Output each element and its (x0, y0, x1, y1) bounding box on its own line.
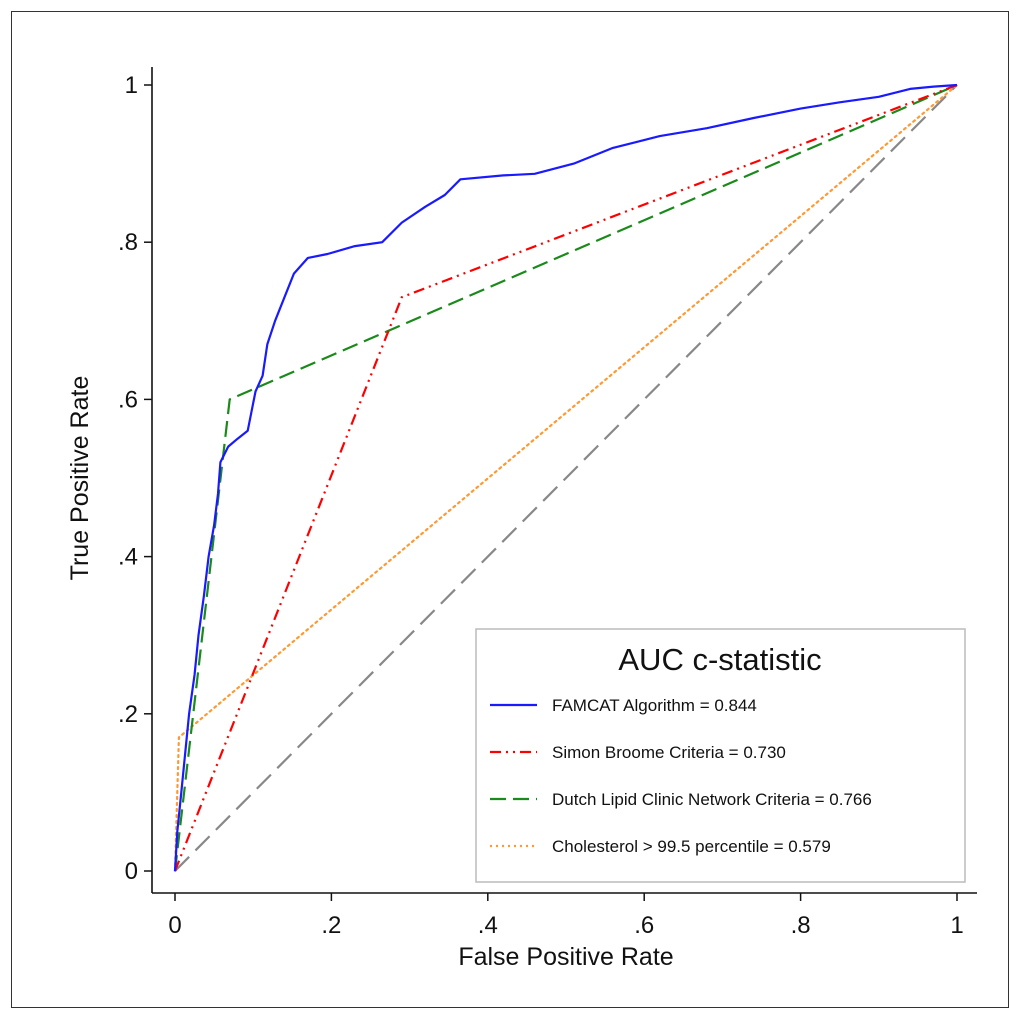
y-tick-label: 1 (125, 72, 138, 99)
x-tick-label: .4 (478, 912, 498, 939)
tick-marks: 0 .2 .4 .6 .8 1 0 .2 .4 .6 .8 1 (118, 72, 964, 939)
legend-title: AUC c-statistic (618, 642, 821, 677)
series-line-2 (173, 83, 958, 872)
legend-label: Cholesterol > 99.5 percentile = 0.579 (552, 837, 831, 856)
legend-label: FAMCAT Algorithm = 0.844 (552, 696, 757, 715)
y-tick-label: .4 (118, 544, 138, 571)
y-axis-title: True Positive Rate (66, 376, 94, 581)
chart-figure: 0 .2 .4 .6 .8 1 0 .2 .4 .6 .8 1 False Positive Rate… (11, 11, 1009, 1008)
legend: AUC c-statistic FAMCAT Algorithm = 0.844… (475, 628, 966, 883)
x-axis-title: False Positive Rate (458, 943, 673, 971)
series-line-3 (173, 83, 959, 873)
legend-box (475, 628, 966, 883)
y-tick-label: .8 (118, 229, 138, 256)
roc-chart: 0 .2 .4 .6 .8 1 0 .2 .4 .6 .8 1 False Positive Rate… (66, 67, 977, 971)
series-line-1 (173, 83, 958, 872)
legend-items: FAMCAT Algorithm = 0.844 Simon Broome Cri… (490, 696, 872, 856)
legend-label: Dutch Lipid Clinic Network Criteria = 0.… (552, 790, 872, 809)
series-line-4 (174, 84, 958, 872)
x-tick-label: .8 (791, 912, 811, 939)
legend-label: Simon Broome Criteria = 0.730 (552, 743, 786, 762)
x-tick-label: .6 (634, 912, 654, 939)
y-tick-label: .6 (118, 386, 138, 413)
x-tick-label: .2 (321, 912, 341, 939)
x-tick-label: 1 (950, 912, 963, 939)
axes (151, 67, 977, 894)
x-tick-label: 0 (168, 912, 181, 939)
y-tick-label: .2 (118, 701, 138, 728)
series-line-0 (173, 83, 958, 872)
y-tick-label: 0 (125, 858, 138, 885)
series-lines (173, 83, 959, 873)
